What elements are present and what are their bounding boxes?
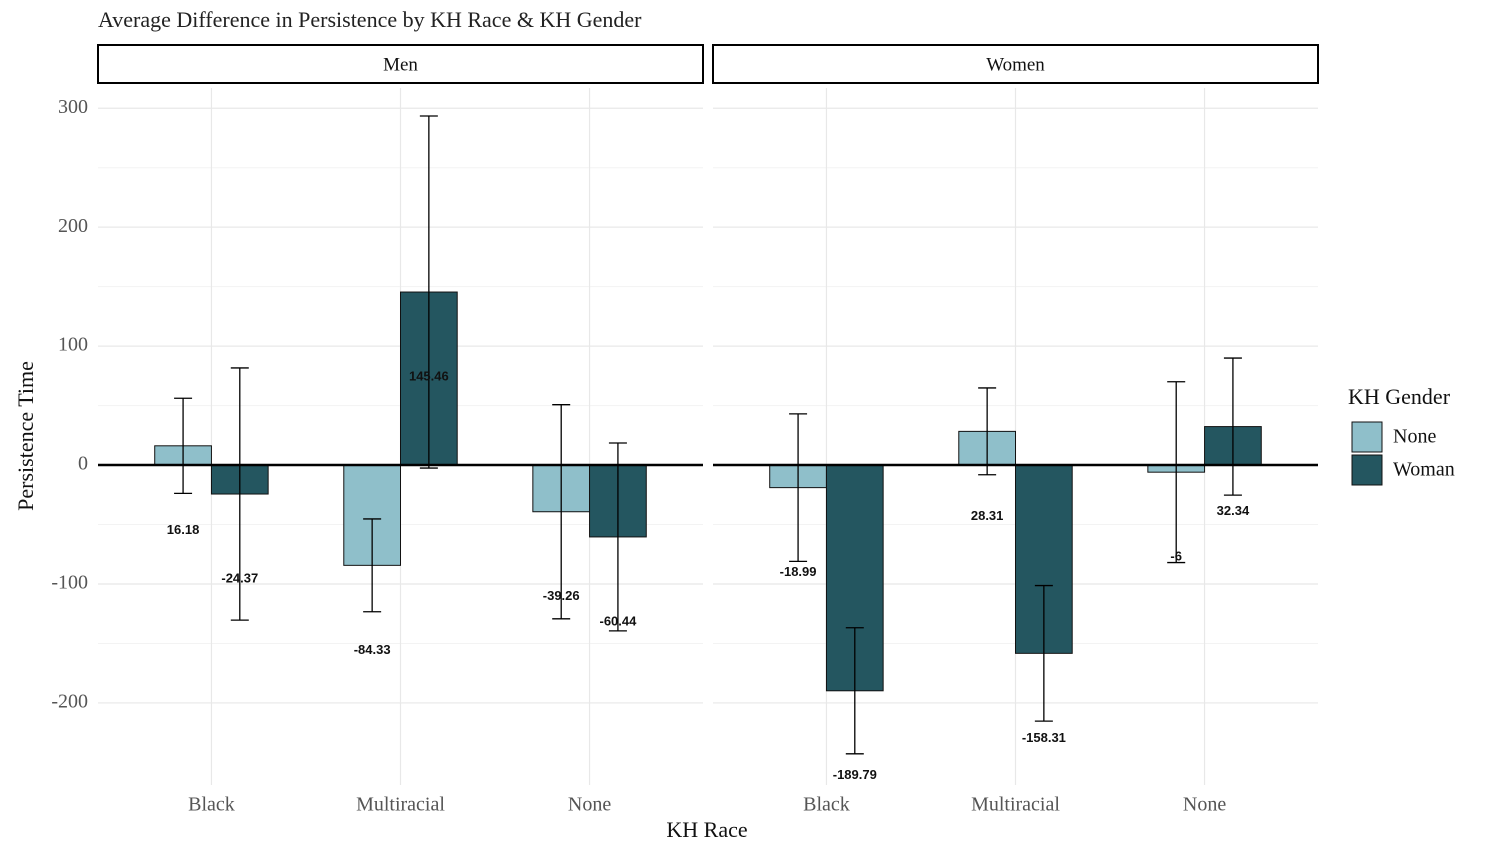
data-label: -189.79 bbox=[833, 767, 877, 782]
facet-strip bbox=[97, 44, 704, 84]
x-tick-label: Black bbox=[803, 794, 850, 816]
x-tick-label: None bbox=[1183, 794, 1226, 816]
data-label: -158.31 bbox=[1022, 730, 1066, 745]
y-tick-label: 200 bbox=[58, 215, 88, 237]
data-label: 16.18 bbox=[167, 522, 200, 537]
data-label: -6 bbox=[1170, 549, 1182, 564]
data-label: -18.99 bbox=[780, 564, 817, 579]
legend-label: None bbox=[1393, 426, 1436, 448]
x-tick-label: Multiracial bbox=[356, 794, 445, 816]
x-tick-label: None bbox=[568, 794, 611, 816]
legend-label: Woman bbox=[1393, 459, 1455, 481]
data-label: -24.37 bbox=[221, 570, 258, 585]
y-tick-label: 300 bbox=[58, 96, 88, 118]
data-label: -84.33 bbox=[354, 642, 391, 657]
data-label: -60.44 bbox=[599, 613, 637, 628]
x-tick-label: Black bbox=[188, 794, 235, 816]
facet-label: Women bbox=[986, 54, 1045, 75]
legend-key bbox=[1351, 454, 1383, 486]
y-tick-label: -200 bbox=[51, 691, 88, 713]
data-label: 32.34 bbox=[1217, 503, 1250, 518]
y-tick-label: 0 bbox=[78, 453, 88, 475]
x-tick-label: Multiracial bbox=[971, 794, 1060, 816]
data-label: 145.46 bbox=[409, 368, 449, 383]
chart-title: Average Difference in Persistence by KH … bbox=[98, 7, 642, 32]
y-axis-label: Persistence Time bbox=[13, 361, 38, 511]
data-label: -39.26 bbox=[543, 588, 580, 603]
facet-label: Men bbox=[383, 54, 418, 75]
legend-title: KH Gender bbox=[1348, 384, 1451, 409]
legend-key bbox=[1351, 421, 1383, 453]
y-tick-label: -100 bbox=[51, 572, 88, 594]
y-tick-label: 100 bbox=[58, 334, 88, 356]
facet-strip bbox=[712, 44, 1319, 84]
x-axis-label: KH Race bbox=[666, 817, 747, 842]
data-label: 28.31 bbox=[971, 508, 1004, 523]
